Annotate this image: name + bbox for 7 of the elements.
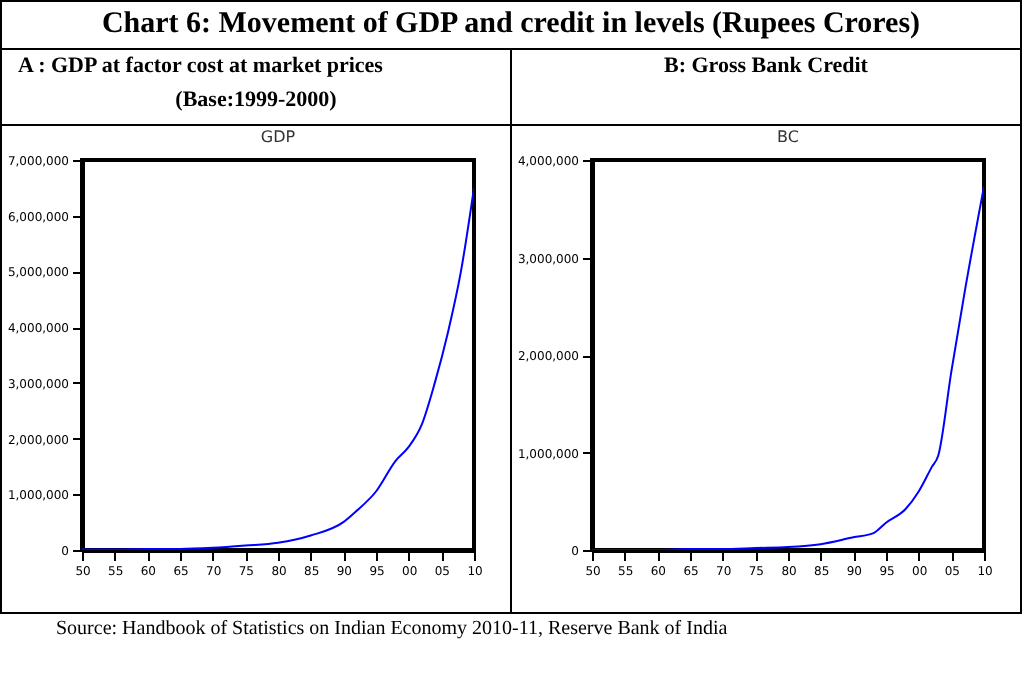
chart-subtitle: (Base:1999-2000) xyxy=(173,88,339,112)
source-note: Source: Handbook of Statistics on Indian Economy 2010-11, Reserve Bank of India xyxy=(54,616,730,640)
chart-title: A : GDP at factor cost at market prices xyxy=(16,54,385,78)
caption: Chart 6: Movement of GDP and credit in levels (Rupees Crores) xyxy=(2,2,1020,50)
chart-title: B: Gross Bank Credit xyxy=(662,54,870,78)
text: BC xyxy=(777,128,800,146)
text: GDP xyxy=(260,128,296,146)
